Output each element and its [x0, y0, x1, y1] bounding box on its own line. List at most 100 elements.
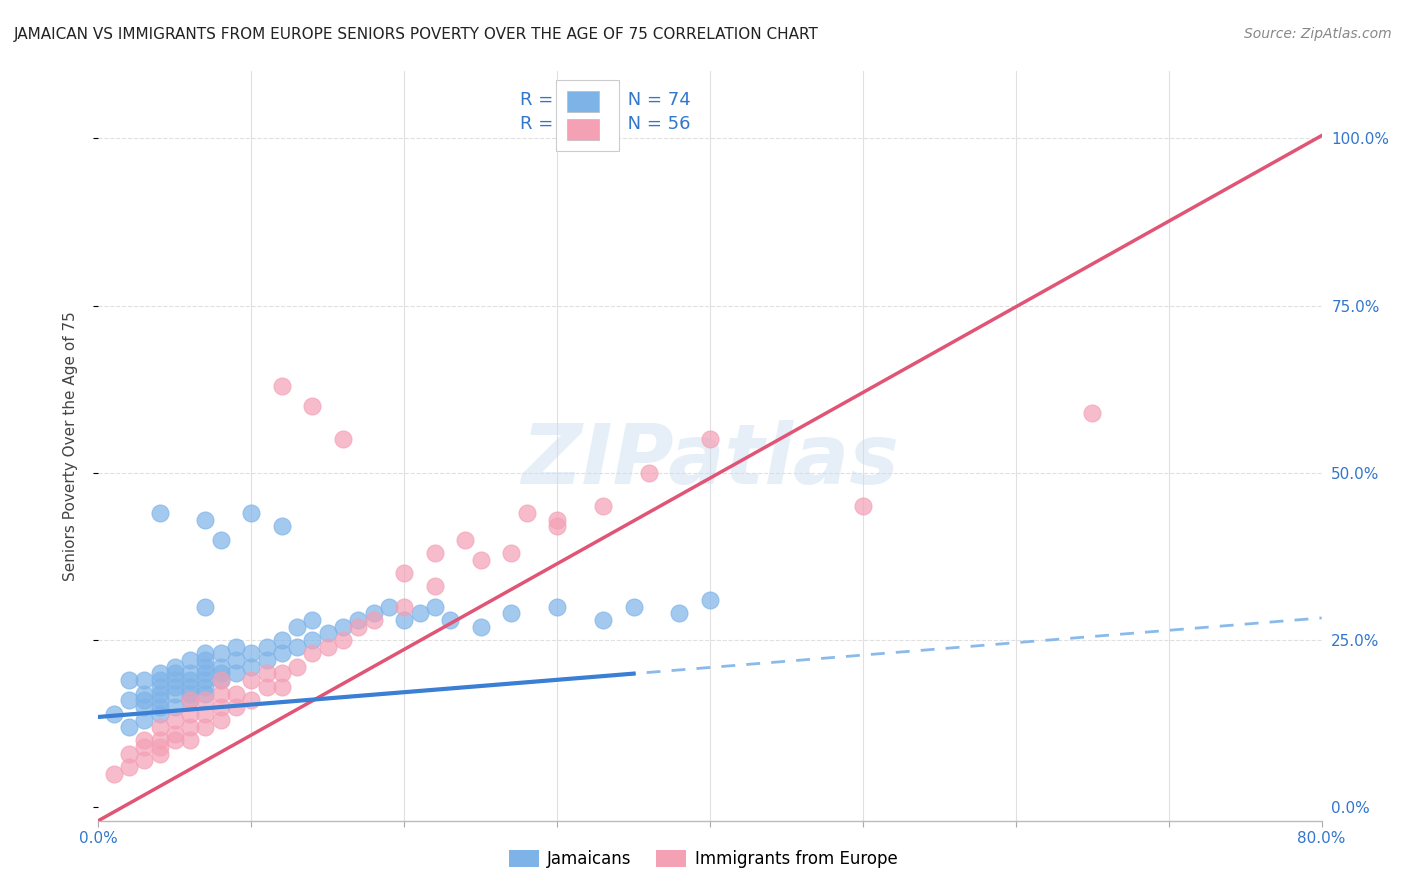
Point: [194, 673, 217, 688]
Point: [194, 680, 217, 694]
Point: [316, 640, 339, 654]
Point: [149, 733, 172, 747]
Point: [378, 599, 401, 614]
Point: [285, 620, 308, 634]
Point: [470, 553, 492, 567]
Point: [852, 500, 875, 514]
Point: [103, 767, 125, 781]
Point: [209, 673, 232, 688]
Point: [285, 660, 308, 674]
Point: [301, 399, 323, 413]
Point: [194, 653, 217, 667]
Point: [1081, 406, 1104, 420]
Point: [103, 706, 125, 721]
Point: [332, 633, 354, 648]
Point: [163, 714, 186, 728]
Point: [316, 626, 339, 640]
Point: [637, 466, 661, 480]
Point: [592, 500, 614, 514]
Point: [392, 613, 416, 627]
Point: [194, 513, 217, 527]
Point: [699, 433, 721, 447]
Point: [240, 660, 263, 674]
Point: [240, 673, 263, 688]
Point: [332, 620, 354, 634]
Point: [363, 613, 385, 627]
Y-axis label: Seniors Poverty Over the Age of 75: Seniors Poverty Over the Age of 75: [63, 311, 77, 581]
Point: [194, 646, 217, 660]
Point: [408, 607, 430, 621]
Point: [546, 599, 568, 614]
Point: [163, 726, 186, 740]
Point: [149, 747, 172, 761]
Text: JAMAICAN VS IMMIGRANTS FROM EUROPE SENIORS POVERTY OVER THE AGE OF 75 CORRELATIO: JAMAICAN VS IMMIGRANTS FROM EUROPE SENIO…: [14, 27, 818, 42]
Point: [470, 620, 492, 634]
Point: [209, 666, 232, 681]
Point: [134, 740, 156, 755]
Point: [179, 720, 201, 734]
Point: [347, 620, 370, 634]
Point: [118, 673, 141, 688]
Point: [301, 646, 323, 660]
Point: [270, 633, 292, 648]
Text: Source: ZipAtlas.com: Source: ZipAtlas.com: [1244, 27, 1392, 41]
Point: [149, 506, 172, 520]
Point: [134, 733, 156, 747]
Point: [179, 706, 201, 721]
Point: [439, 613, 461, 627]
Point: [179, 673, 201, 688]
Point: [363, 607, 385, 621]
Point: [285, 640, 308, 654]
Point: [179, 666, 201, 681]
Point: [209, 533, 232, 547]
Point: [149, 687, 172, 701]
Point: [501, 607, 523, 621]
Point: [194, 706, 217, 721]
Point: [149, 680, 172, 694]
Point: [179, 680, 201, 694]
Point: [270, 666, 292, 681]
Point: [194, 693, 217, 707]
Point: [668, 607, 690, 621]
Point: [592, 613, 614, 627]
Point: [163, 660, 186, 674]
Point: [699, 593, 721, 607]
Point: [256, 680, 278, 694]
Point: [149, 693, 172, 707]
Point: [240, 693, 263, 707]
Point: [209, 660, 232, 674]
Point: [194, 660, 217, 674]
Point: [225, 700, 247, 714]
Point: [179, 653, 201, 667]
Point: [347, 613, 370, 627]
Point: [240, 646, 263, 660]
Point: [194, 720, 217, 734]
Point: [134, 687, 156, 701]
Point: [546, 519, 568, 533]
Point: [270, 646, 292, 660]
Point: [209, 714, 232, 728]
Point: [240, 506, 263, 520]
Point: [149, 740, 172, 755]
Point: [134, 753, 156, 767]
Point: [225, 687, 247, 701]
Point: [149, 700, 172, 714]
Point: [163, 673, 186, 688]
Point: [149, 706, 172, 721]
Point: [501, 546, 523, 560]
Point: [256, 640, 278, 654]
Point: [209, 700, 232, 714]
Point: [118, 747, 141, 761]
Point: [423, 546, 446, 560]
Point: [149, 720, 172, 734]
Point: [225, 640, 247, 654]
Point: [270, 379, 292, 393]
Point: [423, 580, 446, 594]
Text: ZIPatlas: ZIPatlas: [522, 420, 898, 501]
Point: [179, 687, 201, 701]
Point: [194, 599, 217, 614]
Point: [194, 687, 217, 701]
Point: [134, 673, 156, 688]
Point: [209, 673, 232, 688]
Point: [134, 714, 156, 728]
